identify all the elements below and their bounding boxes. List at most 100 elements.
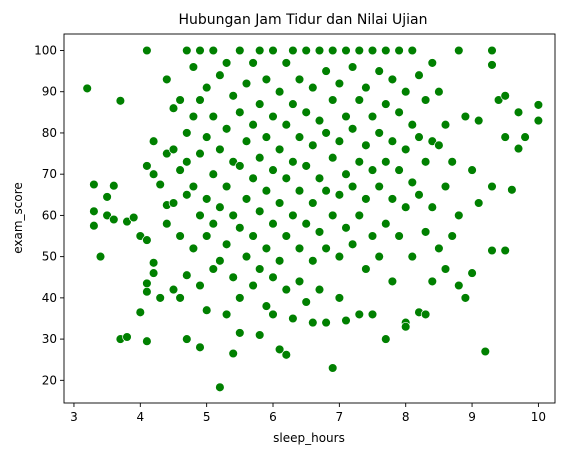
data-point [175, 293, 185, 303]
data-point [142, 235, 152, 245]
data-point [221, 239, 232, 250]
data-point [195, 95, 205, 105]
data-point [142, 286, 152, 297]
data-point [195, 342, 205, 353]
data-point [182, 128, 192, 138]
data-point [288, 157, 298, 167]
data-point [274, 144, 285, 155]
data-point [254, 206, 265, 217]
data-point [281, 284, 292, 295]
data-point [142, 45, 152, 56]
data-point [314, 284, 325, 295]
data-point [235, 293, 245, 303]
data-point [341, 169, 351, 179]
data-point [407, 45, 418, 56]
data-point [215, 70, 225, 80]
data-point [308, 82, 318, 93]
data-point [301, 45, 311, 56]
data-point [274, 86, 285, 97]
data-point [235, 107, 245, 118]
data-point [500, 91, 510, 101]
data-point [334, 78, 345, 89]
data-point [327, 95, 338, 105]
y-tick-label: 90 [42, 85, 57, 99]
data-point [235, 223, 245, 233]
data-point [487, 245, 497, 256]
data-point [221, 181, 232, 192]
data-point [500, 132, 510, 142]
data-point [308, 140, 318, 151]
data-point [308, 317, 318, 328]
data-point [427, 58, 438, 68]
data-point [122, 332, 132, 342]
data-point [407, 119, 418, 130]
data-point [347, 124, 358, 134]
y-tick-label: 40 [42, 291, 57, 305]
data-point [381, 334, 391, 344]
data-point [327, 152, 338, 163]
data-point [301, 218, 311, 229]
data-point [294, 185, 305, 196]
data-point [254, 152, 265, 163]
data-point [301, 107, 311, 118]
x-tick-label: 4 [136, 410, 144, 424]
data-point [407, 177, 418, 188]
data-point [387, 276, 398, 287]
data-point [321, 317, 331, 328]
data-point [228, 210, 238, 221]
data-point [374, 181, 384, 192]
x-tick-label: 6 [269, 410, 277, 424]
x-tick-label: 3 [70, 410, 78, 424]
data-point [215, 202, 225, 212]
data-point [447, 157, 457, 167]
data-point [281, 119, 292, 130]
data-point [394, 165, 404, 175]
data-point [182, 270, 192, 280]
data-point [188, 181, 199, 192]
data-point [274, 344, 285, 355]
data-point [487, 45, 497, 56]
data-point [109, 214, 119, 225]
data-point [361, 140, 371, 151]
data-point [281, 350, 292, 360]
x-tick-label: 5 [203, 410, 211, 424]
data-point [221, 124, 232, 134]
data-point [381, 99, 391, 109]
data-point [507, 185, 517, 195]
data-point [533, 100, 544, 110]
data-point [473, 115, 484, 126]
data-point [281, 173, 292, 184]
points-layer [82, 45, 544, 393]
data-point [467, 165, 477, 175]
data-point [208, 264, 219, 274]
data-point [288, 99, 298, 109]
data-point [254, 264, 265, 274]
data-point [361, 264, 371, 274]
data-point [454, 280, 464, 291]
data-point [201, 305, 212, 315]
data-point [513, 143, 524, 154]
data-point [221, 58, 232, 68]
data-point [261, 185, 272, 196]
x-tick-label: 7 [336, 410, 344, 424]
data-point [434, 140, 444, 151]
data-point [400, 321, 411, 332]
data-point [487, 60, 497, 70]
data-point [188, 111, 199, 122]
data-point [460, 111, 471, 122]
data-point [367, 111, 378, 122]
data-point [387, 136, 398, 146]
data-point [162, 74, 172, 85]
data-point [274, 198, 285, 208]
data-point [241, 78, 252, 89]
x-axis-label: sleep_hours [273, 431, 345, 445]
y-tick-label: 100 [34, 43, 57, 57]
data-point [215, 144, 225, 155]
data-point [414, 70, 424, 80]
y-tick-label: 60 [42, 208, 57, 222]
data-point [288, 210, 298, 221]
data-point [168, 103, 179, 113]
data-point [268, 272, 278, 283]
data-point [268, 165, 278, 175]
